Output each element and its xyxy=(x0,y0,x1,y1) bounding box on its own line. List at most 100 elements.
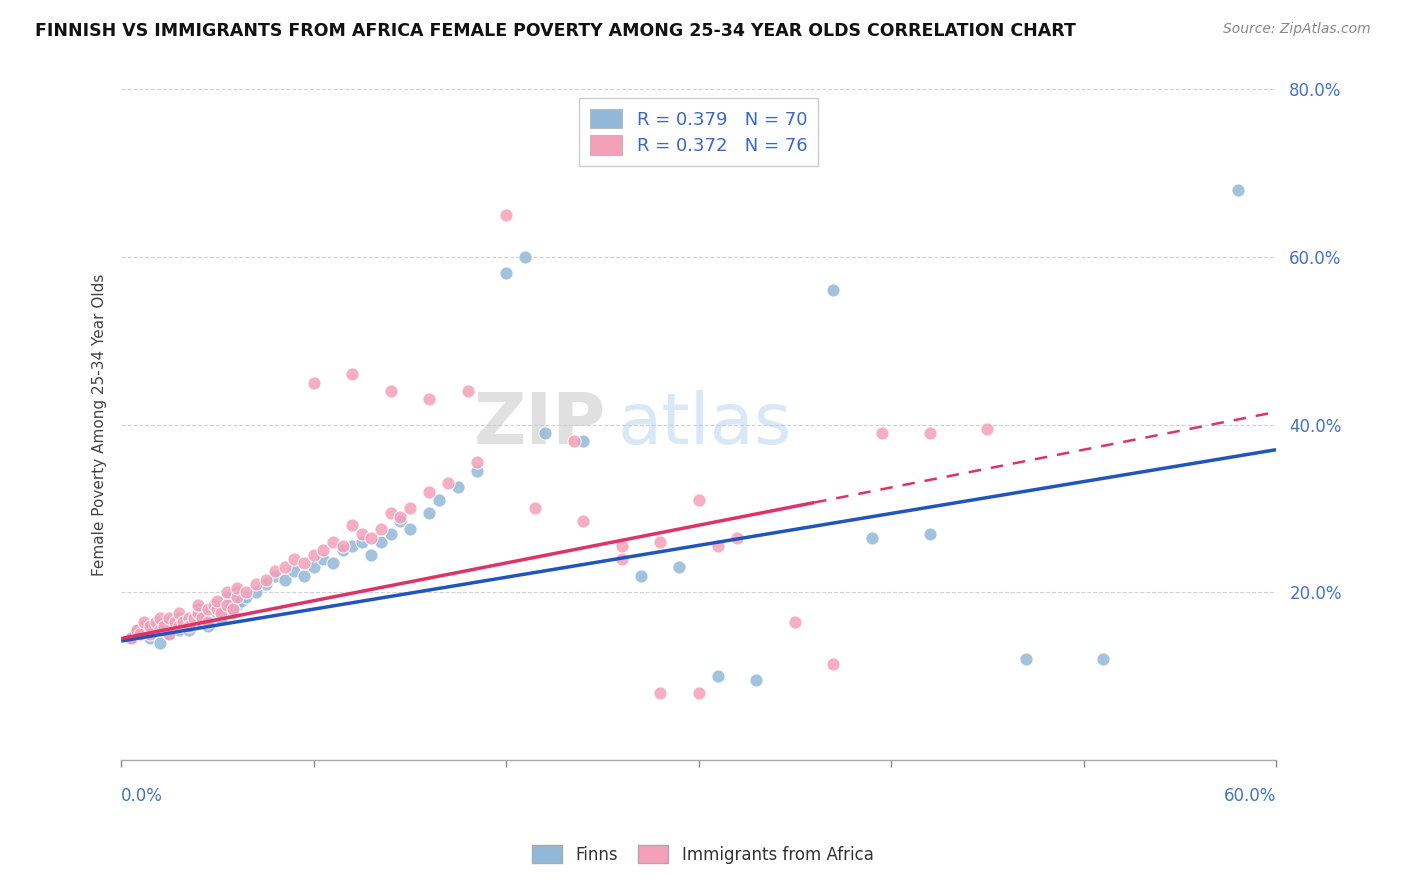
Point xyxy=(292,556,315,570)
Point xyxy=(302,376,325,390)
Point xyxy=(191,615,214,629)
Point xyxy=(222,602,245,616)
Point xyxy=(264,568,287,582)
Point xyxy=(222,607,245,621)
Point xyxy=(572,434,595,449)
Point xyxy=(370,535,392,549)
Legend: R = 0.379   N = 70, R = 0.372   N = 76: R = 0.379 N = 70, R = 0.372 N = 76 xyxy=(579,98,818,166)
Point xyxy=(229,593,252,607)
Point xyxy=(187,610,209,624)
Point xyxy=(399,501,422,516)
Point xyxy=(610,539,633,553)
Point xyxy=(245,585,267,599)
Point xyxy=(860,531,883,545)
Point xyxy=(524,501,547,516)
Point xyxy=(707,669,730,683)
Point xyxy=(149,636,172,650)
Point xyxy=(197,619,219,633)
Point xyxy=(610,551,633,566)
Point xyxy=(152,619,174,633)
Point xyxy=(302,548,325,562)
Point xyxy=(572,514,595,528)
Point xyxy=(370,523,392,537)
Point xyxy=(187,607,209,621)
Point xyxy=(650,535,672,549)
Point xyxy=(322,535,344,549)
Y-axis label: Female Poverty Among 25-34 Year Olds: Female Poverty Among 25-34 Year Olds xyxy=(93,273,107,575)
Point xyxy=(350,526,373,541)
Point xyxy=(191,610,214,624)
Point xyxy=(217,590,239,604)
Point xyxy=(183,610,205,624)
Point xyxy=(340,539,363,553)
Point xyxy=(125,623,148,637)
Point xyxy=(207,602,229,616)
Point xyxy=(418,484,440,499)
Point xyxy=(157,627,180,641)
Point xyxy=(380,526,402,541)
Point xyxy=(225,598,247,612)
Text: Source: ZipAtlas.com: Source: ZipAtlas.com xyxy=(1223,22,1371,37)
Point xyxy=(209,610,232,624)
Point xyxy=(167,623,190,637)
Point xyxy=(225,581,247,595)
Point xyxy=(254,577,277,591)
Point xyxy=(1015,652,1038,666)
Point xyxy=(350,535,373,549)
Point xyxy=(187,602,209,616)
Point xyxy=(457,384,479,398)
Point xyxy=(183,615,205,629)
Point xyxy=(197,615,219,629)
Point xyxy=(165,615,187,629)
Point xyxy=(312,551,335,566)
Point xyxy=(177,610,200,624)
Point xyxy=(332,539,354,553)
Point xyxy=(202,598,225,612)
Point xyxy=(157,610,180,624)
Point xyxy=(495,267,517,281)
Point xyxy=(149,619,172,633)
Point xyxy=(187,598,209,612)
Point xyxy=(167,619,190,633)
Point xyxy=(783,615,806,629)
Point xyxy=(312,543,335,558)
Point xyxy=(823,283,845,297)
Point xyxy=(918,425,941,440)
Point xyxy=(120,632,142,646)
Point xyxy=(134,615,156,629)
Point xyxy=(302,560,325,574)
Point xyxy=(217,598,239,612)
Point xyxy=(332,543,354,558)
Point xyxy=(165,619,187,633)
Point xyxy=(389,514,412,528)
Point xyxy=(380,384,402,398)
Point xyxy=(399,523,422,537)
Point xyxy=(177,610,200,624)
Point xyxy=(292,568,315,582)
Point xyxy=(562,434,585,449)
Point xyxy=(172,615,194,629)
Point xyxy=(177,623,200,637)
Text: ZIP: ZIP xyxy=(474,390,606,459)
Point xyxy=(139,627,162,641)
Point xyxy=(235,585,257,599)
Point xyxy=(389,509,412,524)
Point xyxy=(202,602,225,616)
Point xyxy=(870,425,893,440)
Point xyxy=(447,480,470,494)
Point xyxy=(207,598,229,612)
Point xyxy=(533,425,555,440)
Point xyxy=(688,493,710,508)
Point xyxy=(139,619,162,633)
Point xyxy=(225,590,247,604)
Point xyxy=(207,593,229,607)
Point xyxy=(340,367,363,381)
Point xyxy=(650,686,672,700)
Point xyxy=(274,573,297,587)
Point xyxy=(668,560,690,574)
Point xyxy=(149,623,172,637)
Point xyxy=(139,632,162,646)
Point xyxy=(1091,652,1114,666)
Text: FINNISH VS IMMIGRANTS FROM AFRICA FEMALE POVERTY AMONG 25-34 YEAR OLDS CORRELATI: FINNISH VS IMMIGRANTS FROM AFRICA FEMALE… xyxy=(35,22,1076,40)
Point xyxy=(145,619,167,633)
